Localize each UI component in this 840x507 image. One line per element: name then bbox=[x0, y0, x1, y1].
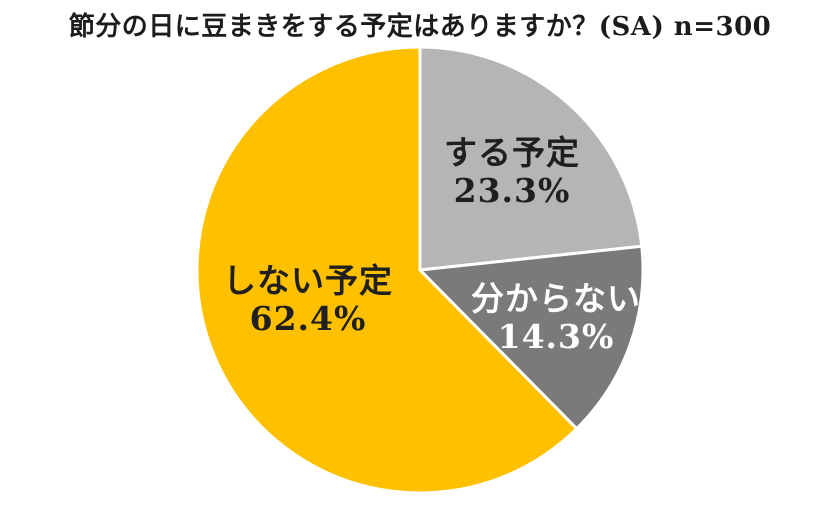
slice-percent-text: 14.3% bbox=[497, 317, 615, 356]
slice-category-text: しない予定 bbox=[223, 261, 393, 300]
slice-label-suru-yotei: する予定 23.3% bbox=[444, 134, 580, 210]
pie-slice-2 bbox=[195, 45, 579, 495]
slice-category-text: する予定 bbox=[444, 133, 580, 172]
slice-label-shinai-yotei: しない予定 62.4% bbox=[223, 262, 393, 338]
pie-slice-1 bbox=[418, 244, 645, 431]
slice-percent-text: 23.3% bbox=[453, 171, 571, 210]
pie-slice-0 bbox=[418, 45, 644, 272]
slice-label-wakaranai: 分からない 14.3% bbox=[471, 280, 641, 356]
slice-percent-text: 62.4% bbox=[249, 299, 367, 338]
slice-category-text: 分からない bbox=[471, 279, 641, 318]
chart-title: 節分の日に豆まきをする予定はありますか？(SA) n=300 bbox=[68, 12, 772, 42]
